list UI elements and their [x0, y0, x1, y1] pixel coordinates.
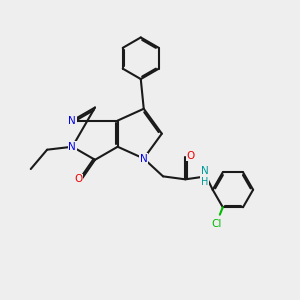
Text: H: H — [201, 177, 208, 187]
Text: Cl: Cl — [212, 219, 222, 229]
Text: N: N — [140, 154, 148, 164]
Text: N: N — [68, 142, 76, 152]
Text: O: O — [74, 174, 83, 184]
Text: N: N — [68, 116, 76, 126]
Text: N: N — [201, 166, 208, 176]
Text: O: O — [187, 151, 195, 160]
